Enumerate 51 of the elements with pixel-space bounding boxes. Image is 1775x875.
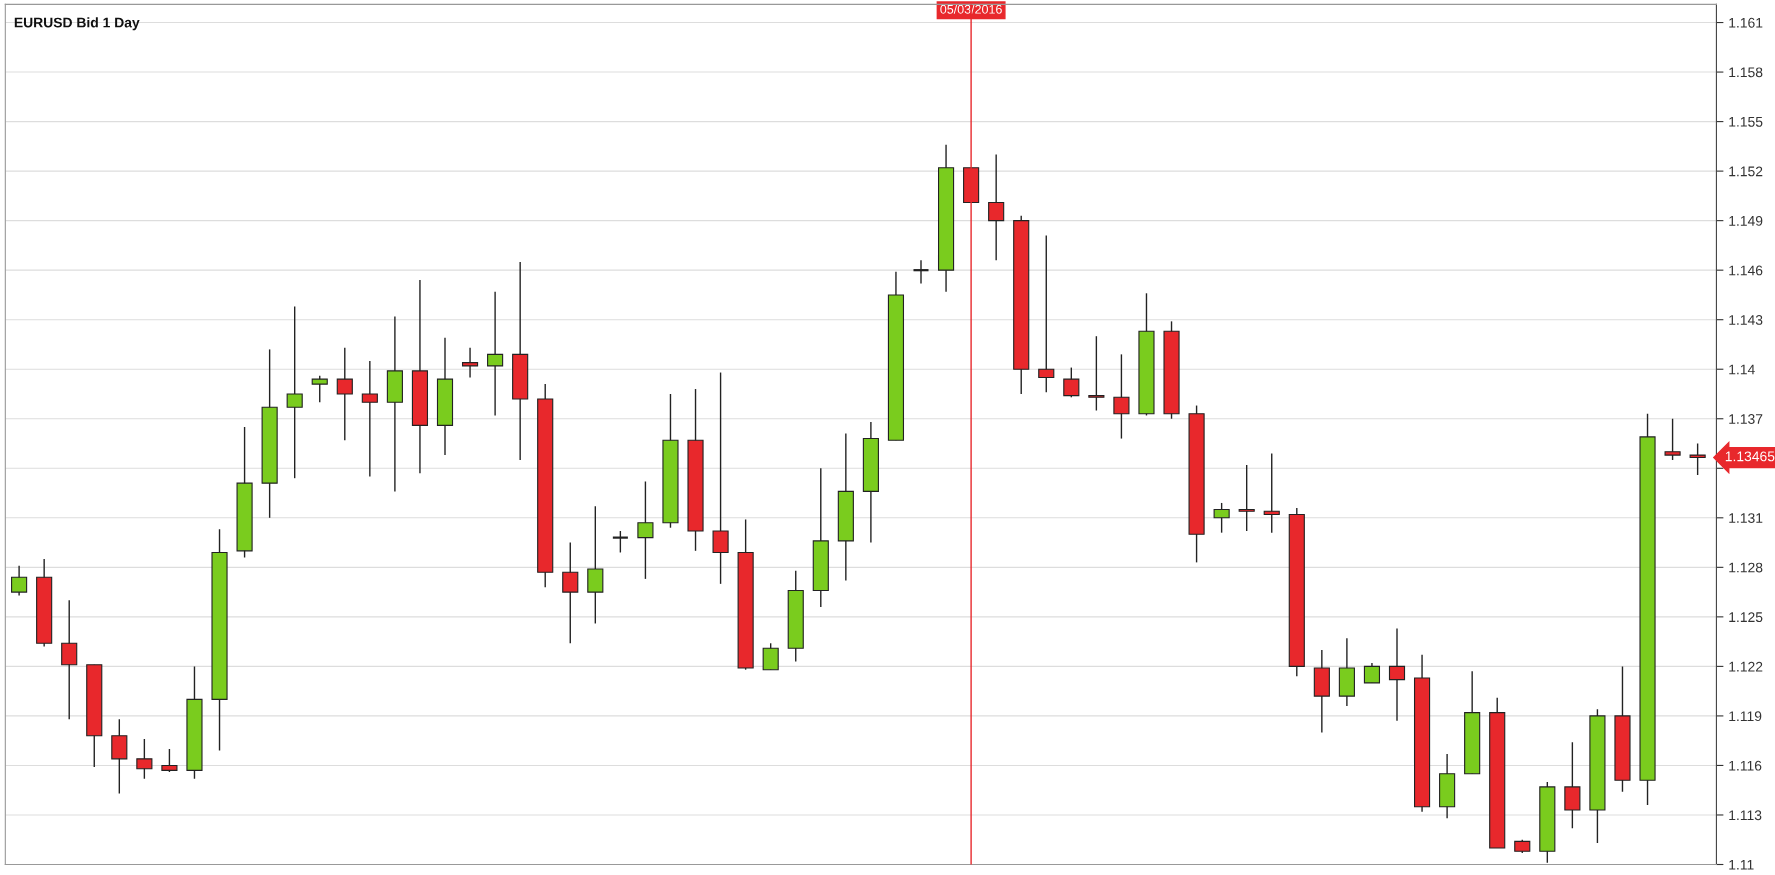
y-tick-label: 1.146 xyxy=(1729,265,1763,276)
candlestick xyxy=(712,371,729,585)
candlestick xyxy=(161,748,178,773)
candlestick xyxy=(637,480,654,580)
candlestick xyxy=(1689,442,1706,476)
text: EURUSD Bid 1 Day xyxy=(14,17,140,31)
y-tick-label: 1.119 xyxy=(1729,711,1762,722)
y-tick-label: 1.152 xyxy=(1729,166,1763,177)
candlestick xyxy=(1213,502,1230,534)
candlestick xyxy=(1038,234,1055,394)
y-tick-label: 1.161 xyxy=(1729,17,1763,28)
y-tick-label: 1.155 xyxy=(1729,117,1763,127)
y-tick-label: 1.11 xyxy=(1729,859,1754,870)
y-tick-label: 1.137 xyxy=(1729,414,1763,424)
candlestick xyxy=(1388,627,1406,722)
y-tick-label: 1.113 xyxy=(1729,810,1762,821)
candlestick xyxy=(762,642,779,671)
x-tick-label: 05/03/2016 xyxy=(940,4,1002,14)
y-tick-label: 1.14 xyxy=(1729,364,1755,375)
y-tick-label: 1.128 xyxy=(1729,562,1763,573)
y-tick-label: 1.122 xyxy=(1729,661,1763,672)
candlestick xyxy=(1363,662,1381,684)
y-tick-label: 1.131 xyxy=(1729,513,1763,523)
candlestick xyxy=(587,505,604,625)
candlestick xyxy=(286,305,303,479)
candlestick xyxy=(111,718,128,795)
y-tick-label: 1.158 xyxy=(1729,67,1763,78)
candlestick xyxy=(311,375,328,403)
candlestick xyxy=(61,599,78,720)
candlestick xyxy=(1063,366,1080,398)
candlestick xyxy=(988,153,1005,261)
y-tick-label: 1.116 xyxy=(1729,760,1762,771)
candlestick xyxy=(912,259,930,285)
candlestick xyxy=(461,347,479,379)
y-tick-label: 1.125 xyxy=(1729,612,1763,623)
y-tick-label: 1.149 xyxy=(1729,215,1763,226)
candlestick xyxy=(1238,464,1255,532)
candlestick xyxy=(1564,741,1581,829)
candlestick xyxy=(1113,353,1130,440)
candlestick xyxy=(1664,418,1681,461)
candlestick xyxy=(562,541,579,644)
text: 1.13465 xyxy=(1725,451,1775,462)
y-tick-label: 1.143 xyxy=(1729,315,1763,325)
candlestick xyxy=(1263,452,1280,534)
candlestick xyxy=(361,360,378,478)
candlestick xyxy=(11,564,28,597)
candlestick xyxy=(487,290,504,417)
candlestick xyxy=(336,347,353,441)
candlestick xyxy=(136,738,153,780)
candlestick xyxy=(1088,335,1105,412)
candlestick xyxy=(611,530,629,554)
